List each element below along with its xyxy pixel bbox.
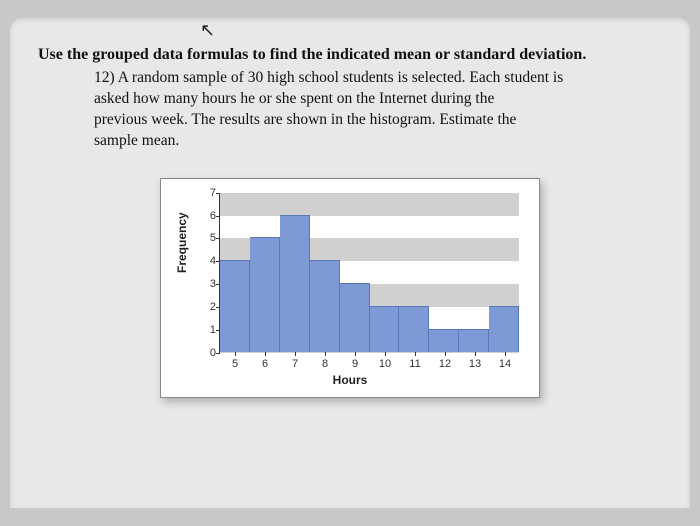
x-axis-label: Hours	[333, 373, 368, 387]
ytick-label: 0	[202, 347, 216, 359]
xtick-mark	[265, 352, 266, 356]
ytick-label: 5	[202, 232, 216, 244]
xtick-label: 6	[262, 358, 268, 370]
xtick-mark	[415, 352, 416, 356]
bar-13	[459, 329, 489, 352]
ytick-label: 7	[202, 187, 216, 199]
cursor-icon: ↖	[200, 20, 215, 41]
bar-5	[220, 260, 250, 351]
xtick-label: 5	[232, 358, 238, 370]
question-12: 12) A random sample of 30 high school st…	[38, 68, 662, 152]
question-line3: previous week. The results are shown in …	[94, 111, 516, 128]
xtick-label: 10	[379, 358, 391, 370]
xtick-mark	[385, 352, 386, 356]
question-line2: asked how many hours he or she spent on …	[94, 90, 494, 107]
xtick-label: 11	[409, 358, 420, 370]
ytick-mark	[216, 284, 220, 285]
bar-8	[310, 260, 340, 351]
xtick-label: 8	[322, 358, 328, 370]
xtick-mark	[445, 352, 446, 356]
xtick-mark	[295, 352, 296, 356]
plot-area: 01234567 567891011121314	[219, 193, 519, 353]
ytick-mark	[216, 238, 220, 239]
bar-12	[429, 329, 459, 352]
ytick-mark	[216, 193, 220, 194]
xtick-label: 12	[439, 358, 451, 370]
ytick-mark	[216, 261, 220, 262]
xtick-label: 7	[292, 358, 298, 370]
worksheet-page: Use the grouped data formulas to find th…	[10, 18, 690, 508]
question-line1: A random sample of 30 high school studen…	[118, 69, 564, 86]
y-axis-label: Frequency	[175, 212, 189, 273]
ytick-mark	[216, 330, 220, 331]
xtick-mark	[505, 352, 506, 356]
xtick-mark	[325, 352, 326, 356]
xtick-mark	[475, 352, 476, 356]
question-line4: sample mean.	[94, 132, 179, 149]
histogram-chart: Frequency Hours 01234567 567891011121314	[160, 178, 540, 398]
ytick-label: 1	[202, 324, 216, 336]
xtick-mark	[355, 352, 356, 356]
bar-11	[399, 306, 429, 352]
ytick-label: 2	[202, 301, 216, 313]
ytick-label: 4	[202, 255, 216, 267]
bar-14	[489, 306, 519, 352]
bar-7	[280, 215, 310, 352]
ytick-label: 3	[202, 278, 216, 290]
bar-10	[370, 306, 400, 352]
histogram-bars	[220, 193, 519, 352]
bar-9	[340, 283, 370, 352]
xtick-label: 14	[499, 358, 511, 370]
bar-6	[250, 237, 280, 351]
ytick-mark	[216, 307, 220, 308]
question-number: 12)	[94, 69, 115, 86]
xtick-label: 9	[352, 358, 358, 370]
xtick-label: 13	[469, 358, 481, 370]
ytick-mark	[216, 353, 220, 354]
xtick-mark	[235, 352, 236, 356]
ytick-mark	[216, 216, 220, 217]
ytick-label: 6	[202, 210, 216, 222]
section-prompt: Use the grouped data formulas to find th…	[38, 46, 662, 64]
